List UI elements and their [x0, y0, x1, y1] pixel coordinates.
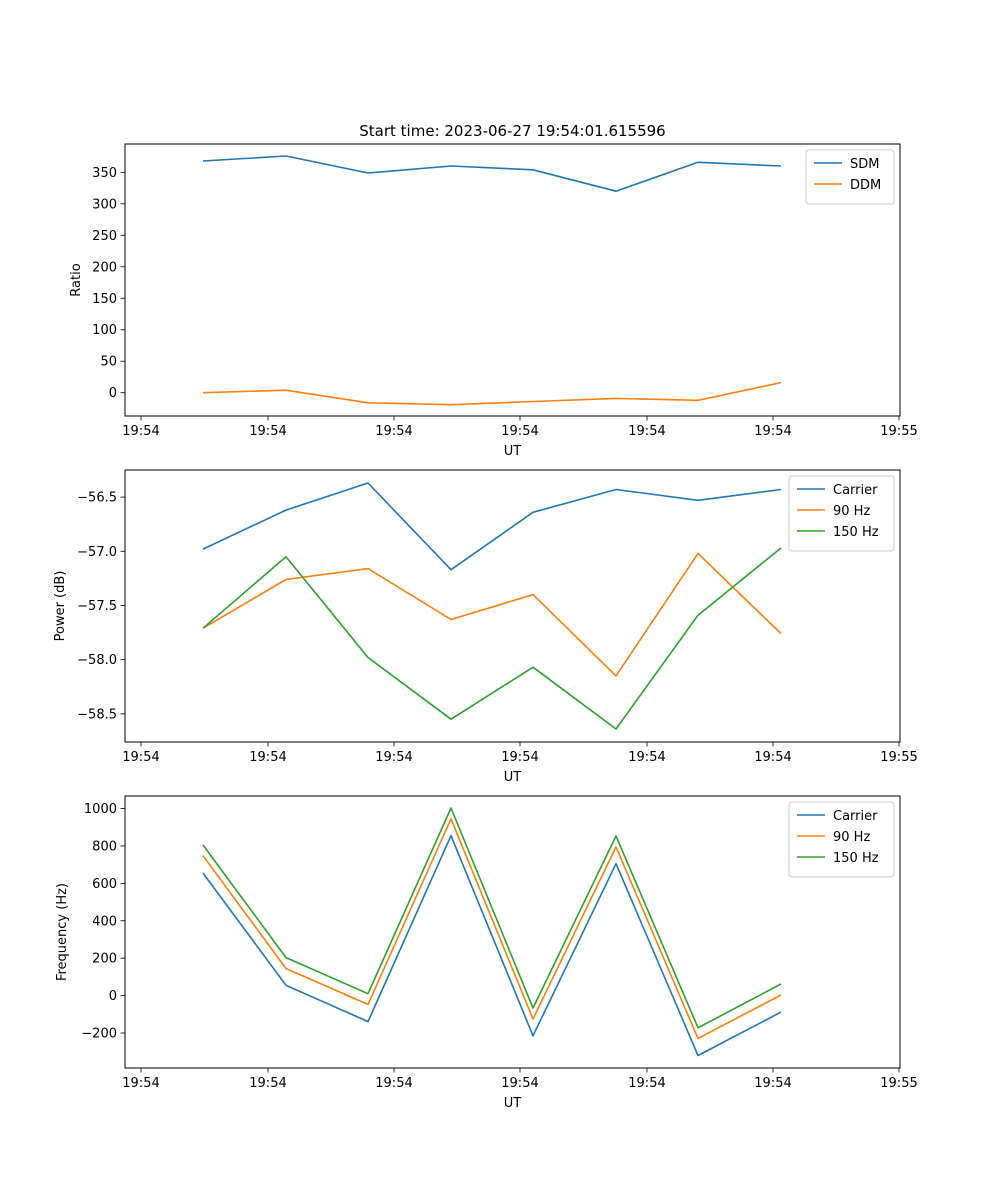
legend-label: Carrier: [833, 483, 878, 498]
x-tick-label: 19:54: [375, 1076, 412, 1091]
x-axis-label: UT: [504, 444, 522, 459]
y-tick-label: 200: [92, 952, 117, 967]
legend-label: 150 Hz: [833, 525, 879, 540]
y-tick-label: −57.0: [77, 545, 117, 560]
y-tick-label: 0: [109, 386, 117, 401]
y-axis-label: Ratio: [69, 263, 84, 296]
x-tick-label: 19:54: [628, 1076, 665, 1091]
x-tick-label: 19:54: [754, 1076, 791, 1091]
y-tick-label: 600: [92, 877, 117, 892]
y-tick-label: 100: [92, 323, 117, 338]
x-tick-label: 19:54: [628, 424, 665, 439]
x-tick-label: 19:55: [880, 1076, 917, 1091]
y-axis-label: Frequency (Hz): [55, 883, 70, 981]
legend-label: 150 Hz: [833, 851, 879, 866]
x-tick-label: 19:54: [249, 424, 286, 439]
y-tick-label: −56.5: [77, 491, 117, 506]
y-tick-label: 800: [92, 839, 117, 854]
legend-label: 90 Hz: [833, 830, 870, 845]
series-line-ddm: [202, 381, 782, 406]
y-tick-label: 300: [92, 197, 117, 212]
plot-frame: [124, 795, 901, 1069]
x-tick-label: 19:55: [880, 750, 917, 765]
y-tick-label: 350: [92, 166, 117, 181]
y-tick-label: 400: [92, 914, 117, 929]
series-line-carrier: [202, 482, 782, 571]
legend-box: [788, 801, 895, 878]
legend: SDM DDM: [805, 149, 895, 205]
y-tick-label: −58.0: [77, 653, 117, 668]
x-tick-label: 19:54: [375, 750, 412, 765]
series-line-90-hz: [202, 552, 782, 677]
series-line-carrier: [202, 834, 782, 1057]
x-tick-label: 19:54: [501, 424, 538, 439]
legend-label: SDM: [850, 157, 879, 172]
x-axis-label: UT: [504, 770, 522, 785]
series-line-150-hz: [202, 547, 782, 730]
y-tick-label: 0: [109, 989, 117, 1004]
x-tick-label: 19:54: [122, 1076, 159, 1091]
y-tick-label: 250: [92, 229, 117, 244]
chart-panel-1: 19:54 19:54 19:54 19:54 19:54 19:54 19:55 0 50 10…: [69, 143, 918, 459]
x-axis-label: UT: [504, 1096, 522, 1111]
legend-label: 90 Hz: [833, 504, 870, 519]
x-tick-label: 19:55: [880, 424, 917, 439]
x-tick-label: 19:54: [122, 424, 159, 439]
legend-label: DDM: [850, 178, 881, 193]
y-tick-label: −57.5: [77, 599, 117, 614]
x-tick-label: 19:54: [249, 1076, 286, 1091]
figure-title: Start time: 2023-06-27 19:54:01.615596: [359, 122, 665, 140]
y-axis-label: Power (dB): [53, 571, 68, 642]
legend: Carrier 90 Hz 150 Hz: [788, 801, 895, 878]
x-tick-label: 19:54: [375, 424, 412, 439]
y-tick-label: 50: [100, 355, 117, 370]
y-tick-label: 200: [92, 260, 117, 275]
chart-panel-2: 19:54 19:54 19:54 19:54 19:54 19:54 19:55 −58.5…: [53, 469, 918, 785]
series-line-150-hz: [202, 807, 782, 1029]
y-tick-label: −200: [81, 1027, 117, 1042]
y-tick-label: 150: [92, 292, 117, 307]
legend-box: [788, 475, 895, 552]
chart-panel-3: 19:54 19:54 19:54 19:54 19:54 19:54 19:55 −200 0…: [55, 795, 918, 1111]
legend-label: Carrier: [833, 809, 878, 824]
x-tick-label: 19:54: [501, 750, 538, 765]
y-tick-label: −58.5: [77, 707, 117, 722]
x-tick-label: 19:54: [249, 750, 286, 765]
y-tick-label: 1000: [84, 802, 117, 817]
x-tick-label: 19:54: [754, 424, 791, 439]
plot-frame: [124, 143, 901, 417]
plot-frame: [124, 469, 901, 743]
series-line-90-hz: [202, 817, 782, 1040]
series-line-sdm: [202, 155, 782, 192]
legend: Carrier 90 Hz 150 Hz: [788, 475, 895, 552]
x-tick-label: 19:54: [501, 1076, 538, 1091]
x-tick-label: 19:54: [122, 750, 159, 765]
x-tick-label: 19:54: [628, 750, 665, 765]
x-tick-label: 19:54: [754, 750, 791, 765]
